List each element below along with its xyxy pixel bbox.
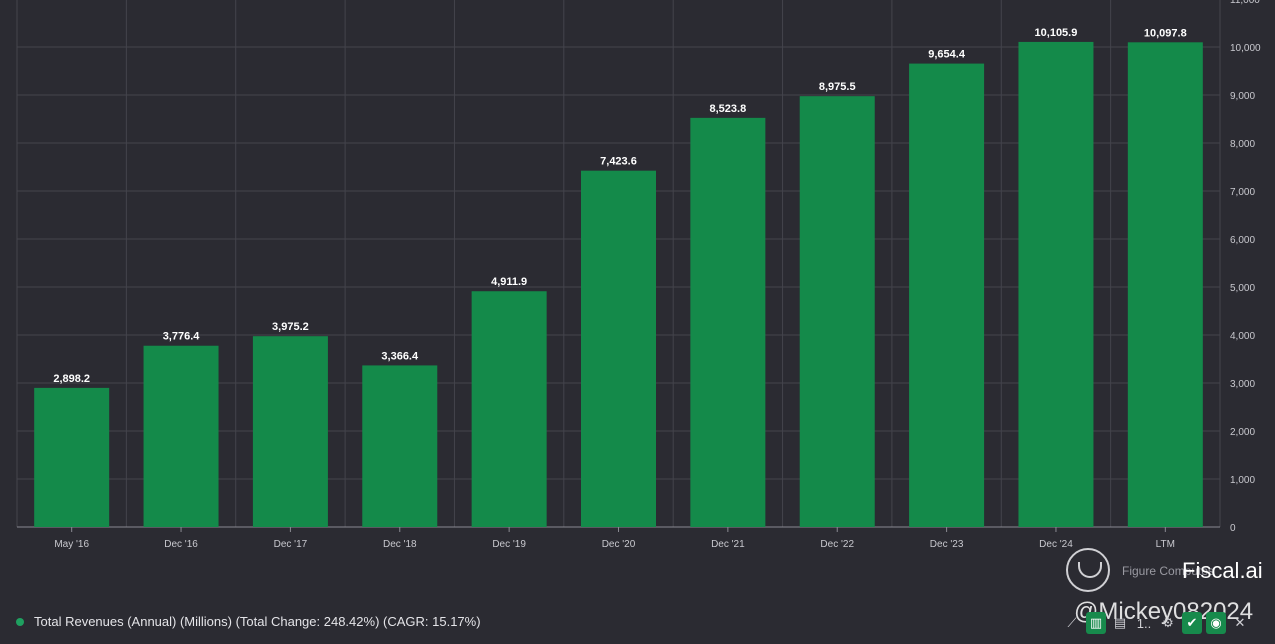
source-text: Figure Computes: [1122, 564, 1215, 578]
bar-labels: 2,898.2 3,776.4 3,975.2 3,366.4 4,911.9 7,423…: [53, 27, 1186, 385]
bar-value-label: 8,523.8: [710, 103, 747, 115]
x-axis: May '16 Dec '16 Dec '17 Dec '18 Dec '19 Dec '…: [54, 527, 1175, 550]
bar-value-label: 10,097.8: [1144, 27, 1187, 39]
x-tick-label: Dec '22: [820, 539, 854, 550]
x-tick-label: May '16: [54, 539, 89, 550]
brand-name: Fiscal.ai: [1182, 558, 1263, 583]
bar[interactable]: [1018, 41, 1094, 527]
bar-value-label: 8,975.5: [819, 81, 856, 93]
x-tick-label: Dec '16: [164, 539, 198, 550]
y-tick-label: 0: [1230, 523, 1236, 534]
bar-chart-alt-icon[interactable]: ▤: [1113, 615, 1127, 630]
y-tick-label: 10,000: [1230, 43, 1261, 54]
brand-block: Figure Computes Fiscal.ai: [1066, 548, 1266, 600]
fiscal-logo-icon: [1066, 548, 1110, 592]
bar-value-label: 3,975.2: [272, 321, 309, 333]
bar-value-label: 4,911.9: [491, 276, 527, 288]
close-icon[interactable]: ✕: [1234, 615, 1246, 630]
x-tick-label: Dec '21: [711, 539, 745, 550]
y-tick-label: 8,000: [1230, 139, 1255, 150]
bar-value-label: 3,366.4: [381, 350, 419, 362]
more-icon[interactable]: 1..: [1136, 615, 1152, 631]
chart-toolbar: ⟋ ▥ ▤ 1.. ⚙ ✔ ◉ ✕: [1062, 612, 1250, 634]
check-icon[interactable]: ✔: [1182, 612, 1202, 634]
x-tick-label: LTM: [1156, 539, 1175, 550]
legend[interactable]: Total Revenues (Annual) (Millions) (Tota…: [16, 614, 481, 629]
bar-value-label: 7,423.6: [600, 156, 637, 168]
bar[interactable]: [909, 63, 985, 527]
bar-value-label: 2,898.2: [53, 373, 90, 385]
bars: [34, 41, 1203, 528]
x-tick-label: Dec '19: [492, 539, 526, 550]
bar-chart-icon[interactable]: ▥: [1086, 612, 1106, 634]
bar-value-label: 9,654.4: [928, 49, 966, 61]
bar[interactable]: [799, 96, 875, 528]
bar[interactable]: [471, 291, 547, 527]
bar-value-label: 3,776.4: [163, 331, 201, 343]
bar[interactable]: [362, 365, 438, 527]
y-axis: 0 1,000 2,000 3,000 4,000 5,000 6,000 7,000 8,00…: [1230, 0, 1261, 534]
y-tick-label: 3,000: [1230, 379, 1255, 390]
bar-value-label: 10,105.9: [1035, 27, 1078, 39]
legend-dot: [16, 617, 24, 626]
y-tick-label: 4,000: [1230, 331, 1255, 342]
x-tick-label: Dec '17: [274, 539, 308, 550]
y-tick-label: 9,000: [1230, 91, 1255, 102]
y-tick-label: 6,000: [1230, 235, 1255, 246]
y-tick-label: 11,000: [1230, 0, 1260, 6]
eye-icon[interactable]: ◉: [1206, 612, 1226, 634]
y-tick-label: 2,000: [1230, 427, 1255, 438]
bar[interactable]: [34, 387, 110, 527]
settings-icon[interactable]: ⚙: [1162, 615, 1174, 630]
x-tick-label: Dec '20: [602, 539, 636, 550]
x-tick-label: Dec '24: [1039, 539, 1073, 550]
bar[interactable]: [252, 336, 328, 527]
bar[interactable]: [690, 117, 766, 527]
x-tick-label: Dec '23: [930, 539, 964, 550]
trend-icon[interactable]: ⟋: [1067, 615, 1077, 630]
y-tick-label: 1,000: [1230, 475, 1255, 486]
bar[interactable]: [143, 345, 219, 527]
bar[interactable]: [1127, 42, 1203, 527]
y-tick-label: 7,000: [1230, 187, 1255, 198]
legend-label: Total Revenues (Annual) (Millions) (Tota…: [34, 614, 481, 629]
bar[interactable]: [581, 170, 656, 527]
y-tick-label: 5,000: [1230, 283, 1255, 294]
x-tick-label: Dec '18: [383, 539, 417, 550]
